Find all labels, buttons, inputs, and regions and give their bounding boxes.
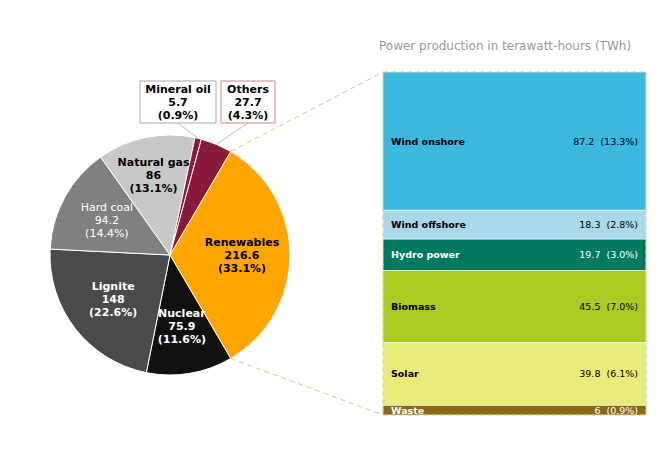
slice-label-line: (14.4%) (85, 227, 129, 240)
slice-label-line: 86 (146, 169, 162, 182)
label-box (140, 81, 216, 123)
slice-label-line: 216.6 (225, 249, 260, 262)
pie-labels: Renewables216.6(33.1%) Nuclear75.9(11.6%)… (81, 81, 280, 346)
bar-segment (383, 72, 646, 210)
slice-label: Others27.7(4.3%) (227, 83, 269, 122)
segment-value-number: 45.5 (579, 301, 600, 312)
bar-segment (383, 270, 646, 342)
slice-label: Natural gas86(13.1%) (118, 156, 190, 195)
slice-label-line: 94.2 (95, 214, 120, 227)
segment-name: Solar (391, 368, 419, 379)
bar-segment (383, 210, 646, 239)
bar-border (383, 72, 646, 415)
slice-label-line: (0.9%) (158, 109, 199, 122)
slice-label-line: (13.1%) (129, 182, 177, 195)
slice-label: Hard coal94.2(14.4%) (81, 201, 133, 240)
segment-share: (3.0%) (606, 249, 638, 260)
bar-labels: Wind onshore 87.2 (13.3%) Wind offshore 18.3… (391, 136, 638, 416)
slice-label-line: Lignite (92, 280, 135, 293)
segment-value: 18.3 (2.8%) (579, 219, 638, 230)
slice-label-line: 27.7 (234, 96, 261, 109)
slice-label-line: (22.6%) (89, 306, 137, 319)
slice-label-line: Nuclear (158, 307, 206, 320)
segment-name: Hydro power (391, 249, 460, 260)
segment-value: 87.2 (13.3%) (573, 136, 638, 147)
slice-label: Lignite148(22.6%) (89, 280, 137, 319)
bar-segment (383, 239, 646, 270)
slice-label: Nuclear75.9(11.6%) (158, 307, 207, 346)
segment-value: 39.8 (6.1%) (579, 368, 638, 379)
slice-label-line: (33.1%) (218, 262, 266, 275)
segment-value: 19.7 (3.0%) (579, 249, 638, 260)
segment-value-number: 39.8 (579, 368, 600, 379)
connector (231, 359, 383, 415)
leader-line (216, 123, 248, 144)
connector (231, 72, 383, 151)
slice-label-line: Natural gas (118, 156, 190, 169)
segment-share: (2.8%) (606, 219, 638, 230)
slice-label-line: 75.9 (168, 320, 195, 333)
chart: Renewables216.6(33.1%) Nuclear75.9(11.6%)… (0, 0, 666, 451)
segment-value: 45.5 (7.0%) (579, 301, 638, 312)
segment-name: Biomass (391, 301, 436, 312)
slice-label-line: Hard coal (81, 201, 133, 214)
segment-name: Wind offshore (391, 219, 466, 230)
pie-slice (50, 249, 170, 373)
slice-label-line: 148 (102, 293, 125, 306)
segment-value-number: 6 (594, 405, 600, 416)
stacked-bar (383, 72, 646, 415)
segment-share: (7.0%) (606, 301, 638, 312)
segment-share: (6.1%) (606, 368, 638, 379)
slice-label-line: (4.3%) (228, 109, 269, 122)
leader-line (178, 123, 198, 138)
segment-value-number: 87.2 (573, 136, 594, 147)
slice-label: Renewables216.6(33.1%) (205, 236, 280, 275)
bar-segment (383, 405, 646, 415)
title: Power production in terawatt-hours (TWh) (379, 39, 631, 53)
segment-value-number: 18.3 (579, 219, 600, 230)
slice-label-line: Renewables (205, 236, 280, 249)
label-box (221, 81, 275, 123)
segment-value: 6 (0.9%) (594, 405, 638, 416)
segment-name: Waste (391, 405, 424, 416)
slice-label-line: (11.6%) (158, 333, 206, 346)
slice-label-line: Mineral oil (145, 83, 211, 96)
slice-label-line: 5.7 (168, 96, 188, 109)
segment-share: (0.9%) (606, 405, 638, 416)
slice-label: Mineral oil5.7(0.9%) (145, 83, 211, 122)
slice-label-line: Others (227, 83, 269, 96)
bar-segment (383, 342, 646, 405)
segment-name: Wind onshore (391, 136, 465, 147)
pie (50, 135, 290, 375)
segment-value-number: 19.7 (579, 249, 600, 260)
segment-share: (13.3%) (600, 136, 638, 147)
